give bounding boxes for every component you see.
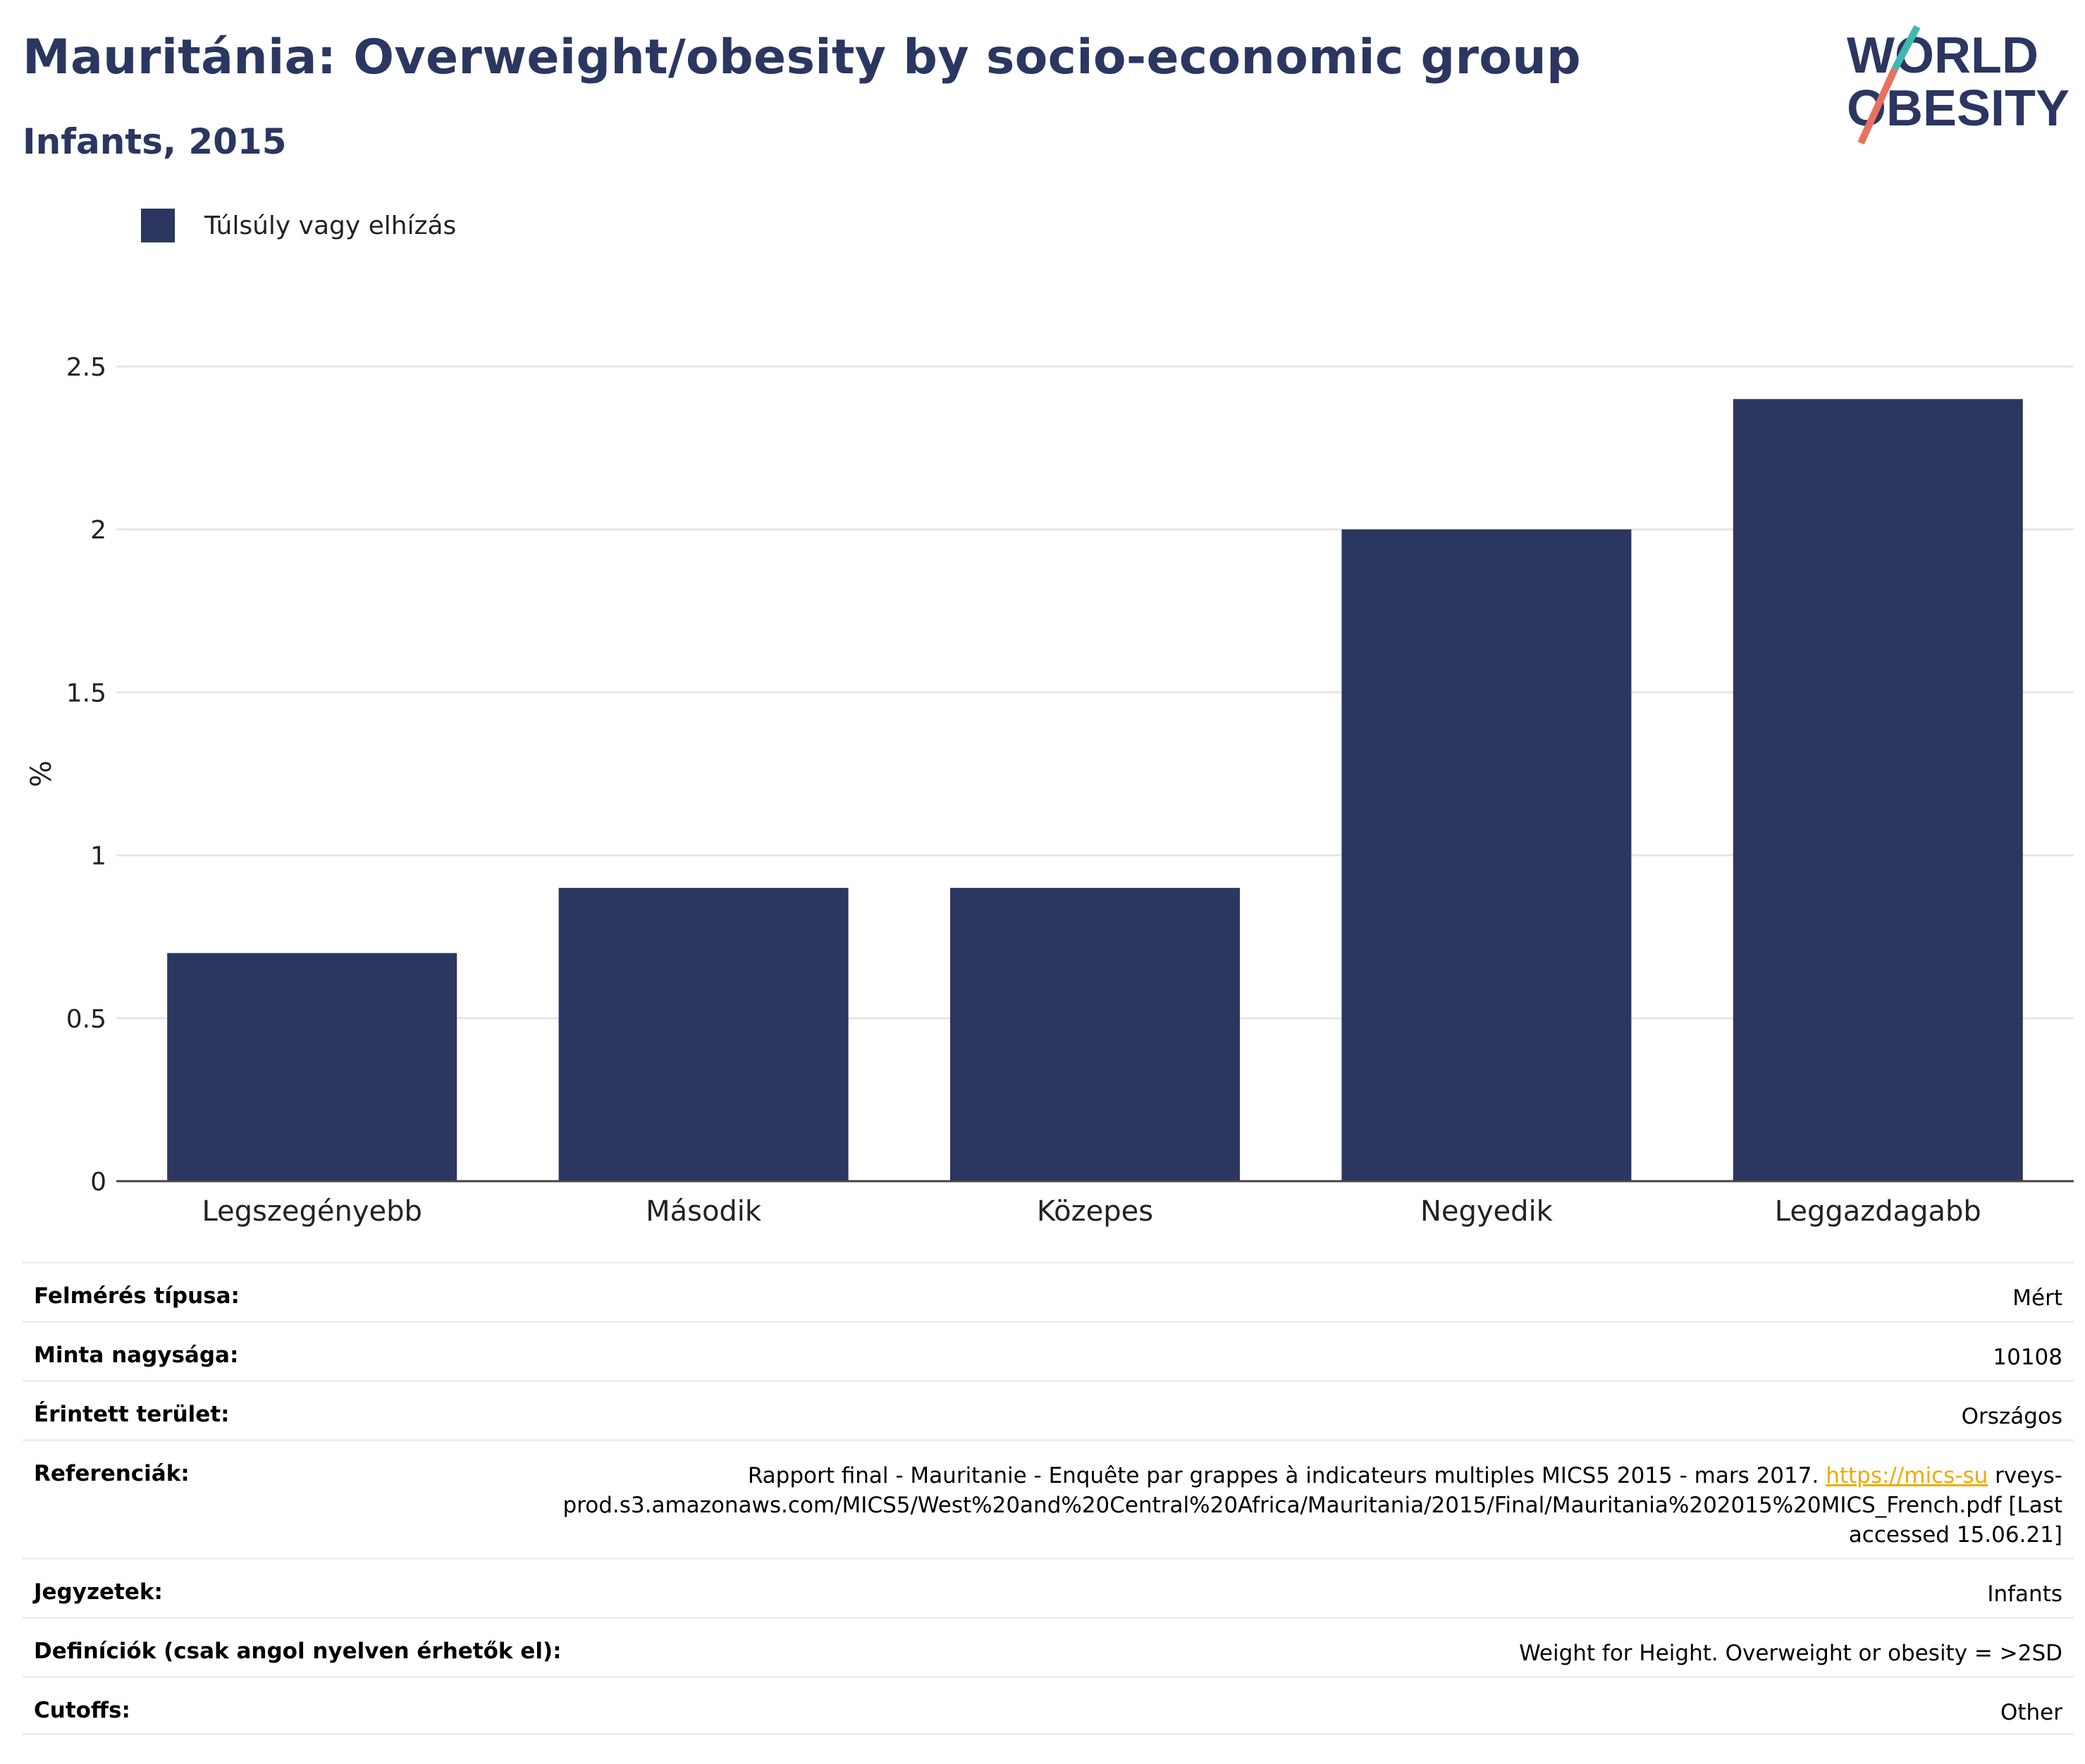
bar (167, 953, 457, 1181)
details-key: Jegyzetek: (34, 1579, 163, 1605)
details-value: Országos (1961, 1404, 2062, 1429)
details-key: Referenciák: (34, 1461, 190, 1486)
details-row: Referenciák: Rapport final - Mauritanie … (23, 1439, 2074, 1558)
details-row: Definíciók (csak angol nyelven érhetők e… (23, 1617, 2074, 1676)
details-key: Definíciók (csak angol nyelven érhetők e… (34, 1639, 562, 1664)
y-tick-label: 0 (90, 1168, 106, 1197)
reference-text-rest: rveys-prod.s3.amazonaws.com/MICS5/West%2… (562, 1463, 2063, 1548)
reference-text: Rapport final - Mauritanie - Enquête par… (747, 1463, 1826, 1488)
details-table: Felmérés típusa: Mért Minta nagysága: 10… (23, 1262, 2074, 1735)
details-row: Cutoffs: Other (23, 1676, 2074, 1735)
x-tick-label: Legszegényebb (202, 1195, 422, 1228)
details-key: Felmérés típusa: (34, 1283, 240, 1309)
legend-swatch (141, 209, 175, 242)
chart-legend[interactable]: Túlsúly vagy elhízás (141, 209, 456, 242)
bar (1341, 529, 1632, 1181)
details-key: Minta nagysága: (34, 1343, 239, 1368)
bar (1733, 399, 2023, 1181)
details-value: Rapport final - Mauritanie - Enquête par… (526, 1461, 2063, 1550)
details-row: Minta nagysága: 10108 (23, 1321, 2074, 1380)
y-tick-label: 1 (90, 842, 106, 871)
y-tick-label: 2 (90, 516, 106, 545)
reference-link[interactable]: https://mics-su (1826, 1463, 1988, 1488)
y-axis-label: % (25, 760, 58, 787)
details-key: Érintett terület: (34, 1402, 230, 1427)
x-tick-label: Második (646, 1195, 762, 1228)
page-title: Mauritánia: Overweight/obesity by socio-… (23, 30, 1581, 85)
bar-chart: 0 0.5 1 1.5 2 2.5% Legszegényebb Második Közepes… (25, 353, 2074, 1228)
details-value: Other (2000, 1700, 2062, 1725)
details-value: Weight for Height. Overweight or obesity… (1519, 1641, 2062, 1666)
y-tick-label: 0.5 (66, 1005, 106, 1034)
legend-label: Túlsúly vagy elhízás (204, 211, 457, 240)
details-key: Cutoffs: (34, 1698, 130, 1723)
y-tick-label: 1.5 (66, 679, 106, 708)
x-tick-label: Negyedik (1420, 1195, 1554, 1228)
details-row: Érintett terület: Országos (23, 1380, 2074, 1439)
details-row: Felmérés típusa: Mért (23, 1262, 2074, 1321)
bar (558, 887, 849, 1181)
details-value: Infants (1987, 1581, 2062, 1607)
details-row: Jegyzetek: Infants (23, 1558, 2074, 1617)
x-tick-label: Leggazdagabb (1775, 1195, 1981, 1228)
page-subtitle: Infants, 2015 (23, 121, 287, 162)
x-tick-label: Közepes (1037, 1195, 1153, 1228)
details-value: Mért (2012, 1285, 2062, 1311)
world-obesity-logo: WORLD OBESITY (1847, 25, 2069, 145)
details-value: 10108 (1993, 1345, 2062, 1370)
bar (950, 887, 1240, 1181)
y-tick-label: 2.5 (66, 353, 106, 382)
svg-text:WORLD: WORLD (1847, 27, 2038, 84)
